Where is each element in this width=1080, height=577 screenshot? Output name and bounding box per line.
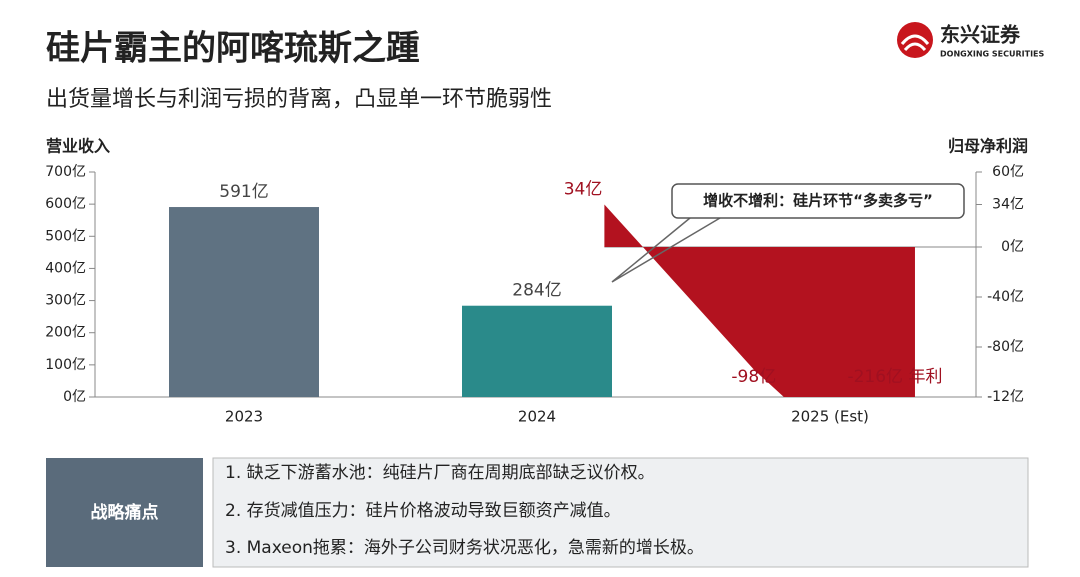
y-tick-label: 0亿	[63, 389, 86, 405]
y-tick-label: 700亿	[45, 164, 86, 180]
area-label: -216亿 年利	[847, 367, 942, 387]
y-axis-title: 营业收入	[46, 137, 110, 156]
area-label: 34亿	[564, 180, 603, 200]
y-tick-label: 500亿	[45, 228, 86, 244]
panel-item: 1. 缺乏下游蓄水池：纯硅片厂商在周期底部缺乏议价权。	[225, 463, 655, 483]
y2-tick-label: -40亿	[987, 289, 1024, 305]
y2-tick-label: -80亿	[987, 339, 1024, 355]
area-label: -98亿	[731, 367, 776, 387]
y2-axis-title: 归母净利润	[948, 137, 1028, 156]
y2-tick-label: 34亿	[992, 197, 1024, 213]
x-tick-label: 2025 (Est)	[791, 408, 869, 426]
logo-sub: DONGXING SECURITIES	[940, 50, 1045, 59]
bar-label: 591亿	[219, 182, 268, 202]
logo-mark	[900, 34, 930, 52]
profit-area	[604, 204, 915, 397]
panel-label-box	[46, 458, 203, 567]
logo-icon	[897, 22, 933, 58]
panel-item: 2. 存货减值压力：硅片价格波动导致巨额资产减值。	[225, 501, 621, 521]
title: 硅片霸主的阿喀琉斯之踵	[46, 29, 420, 69]
x-tick-label: 2023	[225, 408, 263, 426]
x-tick-label: 2024	[518, 408, 556, 426]
callout-text: 增收不增利：硅片环节“多卖多亏”	[703, 192, 933, 210]
callout-pointer	[611, 217, 721, 283]
callout-box	[671, 183, 965, 219]
y-tick-label: 200亿	[45, 325, 86, 341]
panel-box	[212, 457, 1029, 568]
y-tick-label: 300亿	[45, 293, 86, 309]
y-tick-label: 400亿	[45, 260, 86, 276]
y2-tick-label: 60亿	[992, 164, 1024, 180]
bar	[462, 305, 612, 397]
subtitle: 出货量增长与利润亏损的背离，凸显单一环节脆弱性	[46, 87, 552, 112]
y-tick-label: 600亿	[45, 196, 86, 212]
logo-text: 东兴证券	[940, 23, 1021, 47]
y2-tick-label: -12亿	[987, 389, 1024, 405]
panel-label: 战略痛点	[91, 502, 159, 523]
y-tick-label: 100亿	[45, 357, 86, 373]
panel-item: 3. Maxeon拖累：海外子公司财务状况恶化，急需新的增长极。	[225, 538, 704, 558]
y2-tick-label: 0亿	[1001, 239, 1024, 255]
bar-label: 284亿	[512, 281, 561, 301]
bar	[169, 207, 319, 397]
